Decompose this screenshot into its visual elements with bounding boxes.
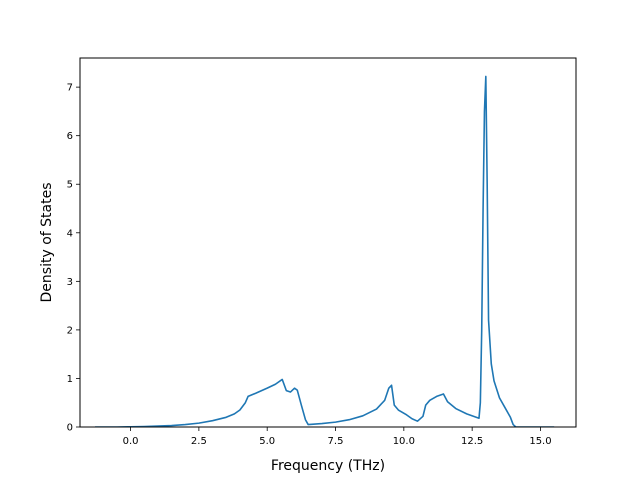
dos-series-line <box>95 75 555 427</box>
x-tick-label: 15.0 <box>529 436 551 447</box>
x-tick-label: 7.5 <box>328 436 344 447</box>
y-tick-label: 1 <box>67 374 73 385</box>
y-tick-label: 7 <box>67 83 73 94</box>
x-axis-label: Frequency (THz) <box>271 458 385 474</box>
y-tick-label: 5 <box>67 180 73 191</box>
y-tick-label: 6 <box>67 131 73 142</box>
x-tick-label: 10.0 <box>393 436 415 447</box>
x-tick-label: 12.5 <box>461 436 483 447</box>
y-tick-label: 0 <box>67 423 73 434</box>
x-tick-label: 0.0 <box>123 436 139 447</box>
y-axis-label: Density of States <box>39 183 55 303</box>
y-tick-label: 3 <box>67 277 73 288</box>
axes-frame <box>79 57 577 428</box>
x-tick-label: 2.5 <box>191 436 207 447</box>
axis-ticks: 0.0 2.5 5.0 7.5 10.0 12.5 15.0 0 1 2 3 4 5 6 7 <box>67 83 552 447</box>
plot-area <box>95 75 555 427</box>
x-tick-label: 5.0 <box>259 436 275 447</box>
y-tick-label: 2 <box>67 325 73 336</box>
y-tick-label: 4 <box>67 228 73 239</box>
